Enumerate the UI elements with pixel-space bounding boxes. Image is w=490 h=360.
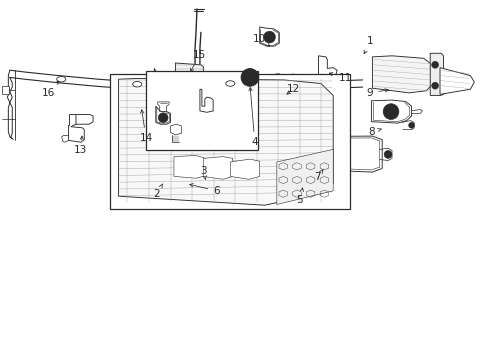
Text: 14: 14: [139, 110, 153, 143]
Circle shape: [383, 104, 399, 120]
Polygon shape: [141, 90, 152, 119]
Circle shape: [264, 31, 275, 43]
Polygon shape: [119, 78, 333, 205]
Polygon shape: [2, 86, 9, 94]
Ellipse shape: [133, 81, 142, 87]
Text: 2: 2: [153, 184, 162, 199]
Text: 10: 10: [253, 34, 270, 46]
Circle shape: [409, 122, 415, 128]
Polygon shape: [372, 56, 431, 93]
Polygon shape: [282, 136, 382, 172]
Circle shape: [192, 100, 200, 108]
Polygon shape: [203, 157, 233, 179]
Polygon shape: [277, 149, 333, 204]
Polygon shape: [175, 63, 206, 110]
Text: 12: 12: [286, 84, 300, 94]
Polygon shape: [174, 156, 206, 178]
Text: 7: 7: [314, 169, 323, 182]
Polygon shape: [230, 159, 260, 179]
Circle shape: [247, 75, 253, 80]
Polygon shape: [156, 106, 171, 124]
Text: 8: 8: [368, 127, 381, 138]
Circle shape: [180, 75, 188, 82]
Polygon shape: [260, 27, 279, 46]
Text: 5: 5: [296, 188, 303, 205]
Polygon shape: [371, 100, 412, 123]
Bar: [110, 74, 350, 209]
Text: 16: 16: [41, 81, 59, 98]
Text: 4: 4: [249, 87, 258, 147]
Circle shape: [432, 82, 439, 89]
Bar: [146, 71, 258, 150]
Polygon shape: [318, 56, 337, 77]
Text: 9: 9: [367, 88, 389, 98]
Polygon shape: [171, 124, 181, 135]
Circle shape: [241, 68, 259, 86]
Polygon shape: [154, 68, 162, 104]
Circle shape: [432, 61, 439, 68]
Polygon shape: [430, 53, 446, 95]
Text: 15: 15: [191, 50, 207, 72]
Text: 13: 13: [74, 136, 88, 156]
Ellipse shape: [57, 76, 66, 82]
Text: 3: 3: [200, 166, 207, 179]
Circle shape: [384, 150, 392, 158]
Ellipse shape: [226, 81, 235, 86]
Polygon shape: [440, 68, 474, 94]
Polygon shape: [200, 89, 213, 112]
Circle shape: [158, 113, 168, 123]
Text: 1: 1: [364, 36, 373, 54]
Polygon shape: [293, 171, 313, 182]
Text: 6: 6: [190, 184, 220, 196]
Polygon shape: [126, 94, 137, 122]
Text: 11: 11: [329, 73, 352, 84]
